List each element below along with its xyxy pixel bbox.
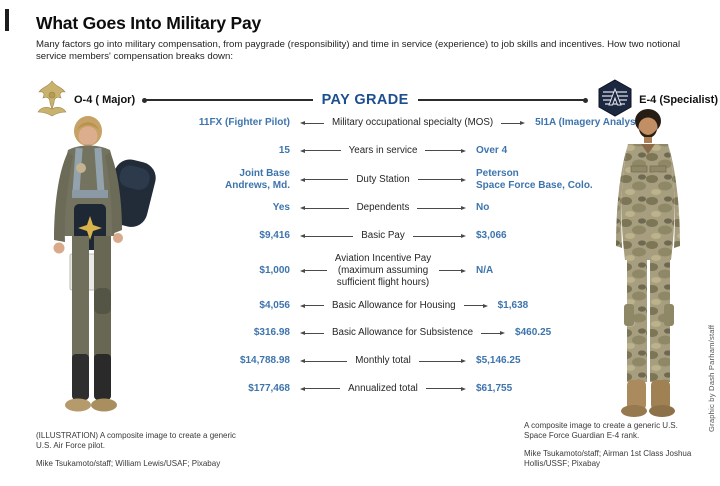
comparison-row: 11FX (Fighter Pilot) Military occupation… — [150, 112, 642, 134]
arrow-right-icon — [417, 177, 466, 182]
right-caption: A composite image to create a generic U.… — [524, 421, 700, 468]
left-caption: (ILLUSTRATION) A composite image to crea… — [36, 431, 236, 469]
arrow-left-icon — [300, 331, 324, 336]
right-value: No — [476, 202, 490, 214]
paygrade-title: PAY GRADE — [321, 92, 409, 108]
banner-line-left — [142, 97, 313, 103]
row-label: Military occupational specialty (MOS) — [332, 117, 494, 128]
row-label: Annualized total — [348, 382, 418, 394]
right-caption-credit: Mike Tsukamoto/staff; Airman 1st Class J… — [524, 449, 692, 468]
graphic-credit-vertical: Graphic by Dash Parham/staff — [707, 324, 716, 432]
right-value: $3,066 — [476, 230, 507, 242]
comparison-row: $177,468 Annualized total $61,755 — [150, 378, 600, 400]
paygrade-banner: O-4 ( Major) PAY GRADE E-4 (Specialist) — [34, 78, 718, 122]
comparison-row: $9,416 Basic Pay $3,066 — [150, 225, 600, 247]
right-value: 5I1A (Imagery Analyst) — [535, 117, 643, 128]
row-label: Monthly total — [355, 355, 411, 367]
left-value: Yes — [272, 202, 290, 214]
comparison-row: $14,788.98 Monthly total $5,146.25 — [150, 350, 600, 372]
right-value: Over 4 — [476, 144, 508, 156]
arrow-right-icon — [418, 359, 467, 364]
comparison-row: $1,000 Aviation Incentive Pay (maximum a… — [150, 253, 600, 289]
page-subtitle: Many factors go into military compensati… — [36, 39, 681, 62]
space-force-delta-icon — [595, 78, 635, 122]
arrow-left-icon — [300, 303, 324, 308]
left-value: 15 — [278, 144, 290, 156]
row-label: Duty Station — [356, 173, 410, 185]
left-value: $1,000 — [259, 264, 290, 276]
comparison-rows: 11FX (Fighter Pilot) Military occupation… — [150, 112, 642, 400]
arrow-right-icon — [501, 121, 526, 125]
comparison-row: 15 Years in service Over 4 — [150, 140, 600, 162]
row-label: Basic Pay — [361, 230, 405, 242]
right-caption-note: A composite image to create a generic U.… — [524, 421, 678, 440]
left-value: Joint Base Andrews, Md. — [224, 167, 290, 191]
arrow-left-icon — [300, 206, 349, 211]
right-value: N/A — [476, 264, 494, 276]
pilot-photo-illustration — [18, 112, 164, 427]
left-value: $9,416 — [259, 230, 290, 242]
comparison-row: Joint Base Andrews, Md. Duty Station Pet… — [150, 168, 600, 192]
arrow-left-icon — [300, 268, 327, 273]
left-value: $177,468 — [248, 382, 290, 394]
left-value: $4,056 — [259, 299, 290, 311]
arrow-left-icon — [300, 121, 324, 125]
left-caption-note: (ILLUSTRATION) A composite image to crea… — [36, 431, 236, 450]
left-caption-credit: Mike Tsukamoto/staff; William Lewis/USAF… — [36, 459, 221, 469]
arrow-right-icon — [463, 303, 488, 308]
comparison-row: $316.98 Basic Allowance for Subsistence … — [150, 322, 600, 344]
row-label: Basic Allowance for Subsistence — [332, 327, 474, 339]
guardian-photo-illustration — [594, 108, 702, 434]
comparison-row: Yes Dependents No — [150, 197, 600, 219]
arrow-left-icon — [300, 359, 348, 364]
arrow-left-icon — [300, 148, 341, 153]
right-value: $5,146.25 — [476, 355, 521, 367]
arrow-left-icon — [300, 386, 341, 391]
row-label: Years in service — [348, 144, 418, 156]
arrow-right-icon — [425, 148, 467, 153]
arrow-right-icon — [425, 386, 466, 391]
right-value: $1,638 — [497, 299, 529, 311]
right-value: Peterson Space Force Base, Colo. — [476, 167, 593, 191]
row-label: Dependents — [356, 202, 410, 214]
right-value: $61,755 — [476, 382, 513, 394]
arrow-right-icon — [412, 234, 466, 239]
left-rank-label: O-4 ( Major) — [74, 94, 136, 106]
row-label: Aviation Incentive Pay (maximum assuming… — [334, 252, 432, 288]
arrow-left-icon — [300, 177, 349, 182]
arrow-left-icon — [300, 234, 354, 239]
arrow-right-icon — [417, 206, 466, 211]
comparison-row: $4,056 Basic Allowance for Housing $1,63… — [150, 295, 600, 317]
row-label: Basic Allowance for Housing — [332, 299, 456, 311]
left-value: $14,788.98 — [239, 355, 290, 367]
arrow-right-icon — [481, 331, 506, 336]
left-value: $316.98 — [253, 327, 290, 339]
page-edge-artifact — [5, 9, 9, 31]
page-title: What Goes Into Military Pay — [36, 13, 262, 33]
banner-line-right — [417, 97, 589, 103]
right-value: $460.25 — [515, 327, 552, 339]
right-rank-label: E-4 (Specialist) — [639, 94, 718, 106]
left-value: 11FX (Fighter Pilot) — [198, 117, 290, 128]
oak-leaf-icon — [34, 79, 70, 122]
arrow-right-icon — [439, 268, 466, 273]
